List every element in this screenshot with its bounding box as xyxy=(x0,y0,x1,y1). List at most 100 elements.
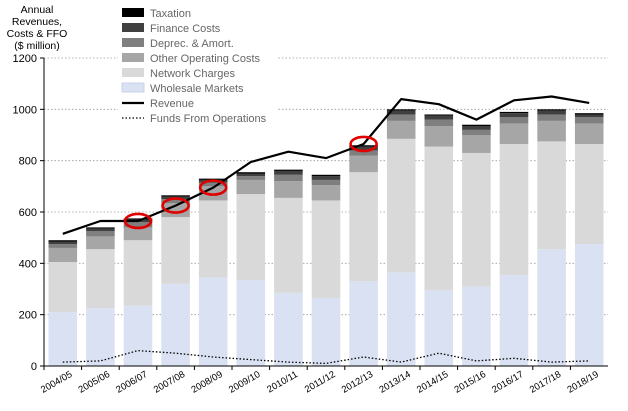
bar-wholesale-markets-2013-14 xyxy=(386,272,416,366)
x-tick-label-2005-06: 2005/06 xyxy=(77,369,112,396)
series-lines xyxy=(62,95,590,365)
legend-background xyxy=(118,4,278,128)
bar-finance-costs-2013-14 xyxy=(386,110,416,115)
y-tick-label-400: 400 xyxy=(19,258,37,270)
bar-taxation-2005-06 xyxy=(86,227,115,229)
bar-taxation-2014-15 xyxy=(424,114,454,116)
bar-taxation-2012-13 xyxy=(349,145,378,147)
bar-other-operating-costs-2013-14 xyxy=(386,120,416,139)
legend-swatch-deprec-amort xyxy=(122,38,144,47)
x-tick-label-2004-05: 2004/05 xyxy=(39,369,74,396)
bar-taxation-2011-12 xyxy=(311,174,341,177)
bar-deprec-amort-2004-05 xyxy=(48,244,78,248)
bar-network-charges-2006-07 xyxy=(123,240,153,306)
bar-finance-costs-2015-16 xyxy=(462,126,491,130)
bar-taxation-2017-18 xyxy=(537,109,566,111)
y-tick-label-800: 800 xyxy=(19,156,37,168)
bar-deprec-amort-2007-08 xyxy=(161,199,190,204)
bar-network-charges-2012-13 xyxy=(349,172,378,282)
y-tick-label-1200: 1200 xyxy=(13,53,37,65)
x-tick-label-2007-08: 2007/08 xyxy=(152,369,187,396)
y-axis-label-line-2: Costs & FFO xyxy=(6,28,68,40)
y-axis-label: Annual Revenues, Costs & FFO ($ million) xyxy=(2,4,72,52)
bar-other-operating-costs-2011-12 xyxy=(311,185,341,201)
bar-finance-costs-2011-12 xyxy=(311,176,341,180)
bar-taxation-2010-11 xyxy=(274,169,303,171)
bar-wholesale-markets-2009-10 xyxy=(236,280,266,366)
bar-network-charges-2004-05 xyxy=(48,262,78,313)
bar-deprec-amort-2012-13 xyxy=(349,150,378,156)
bar-wholesale-markets-2008-09 xyxy=(198,277,228,366)
legend-swatch-network-charges xyxy=(122,68,144,77)
bar-deprec-amort-2018-19 xyxy=(574,117,604,124)
bar-wholesale-markets-2015-16 xyxy=(462,286,491,366)
highlight-2006-07 xyxy=(123,212,153,230)
legend-label-deprec-amort: Deprec. & Amort. xyxy=(150,38,234,50)
legend-label-other-operating-costs: Other Operating Costs xyxy=(150,53,261,65)
bar-network-charges-2016-17 xyxy=(499,143,529,275)
bar-network-charges-2018-19 xyxy=(574,143,604,245)
bar-wholesale-markets-2006-07 xyxy=(123,305,153,366)
bar-network-charges-2009-10 xyxy=(236,194,266,281)
y-tick-label-1000: 1000 xyxy=(13,104,37,116)
x-tick-label-2011-12: 2011/12 xyxy=(303,369,338,395)
legend-label-revenue: Revenue xyxy=(150,98,194,110)
bar-other-operating-costs-2012-13 xyxy=(349,155,378,173)
legend-swatch-wholesale-markets xyxy=(121,82,145,93)
bar-taxation-2016-17 xyxy=(499,111,529,114)
bar-other-operating-costs-2009-10 xyxy=(236,179,266,195)
x-tick-label-2012-13: 2012/13 xyxy=(340,369,375,396)
bar-deprec-amort-2017-18 xyxy=(537,114,566,121)
bar-deprec-amort-2005-06 xyxy=(86,231,115,237)
bar-wholesale-markets-2017-18 xyxy=(537,249,566,366)
bar-wholesale-markets-2005-06 xyxy=(86,308,115,366)
y-axis-label-line-3: ($ million) xyxy=(14,40,60,52)
bar-wholesale-markets-2007-08 xyxy=(161,283,190,366)
bar-taxation-2009-10 xyxy=(236,172,266,174)
bar-deprec-amort-2006-07 xyxy=(123,222,153,228)
bar-network-charges-2008-09 xyxy=(198,200,228,278)
bar-deprec-amort-2015-16 xyxy=(462,129,491,135)
x-tick-label-2006-07: 2006/07 xyxy=(114,369,149,396)
bar-other-operating-costs-2004-05 xyxy=(48,247,78,263)
bar-wholesale-markets-2018-19 xyxy=(574,244,604,366)
x-tick-label-2017-18: 2017/18 xyxy=(528,369,563,396)
bar-taxation-2013-14 xyxy=(386,109,416,111)
bar-wholesale-markets-2011-12 xyxy=(311,297,341,366)
bar-deprec-amort-2008-09 xyxy=(198,182,228,187)
x-tick-label-2008-09: 2008/09 xyxy=(189,369,224,396)
legend-label-wholesale-markets: Wholesale Markets xyxy=(150,83,244,95)
bar-finance-costs-2017-18 xyxy=(537,110,566,115)
bar-wholesale-markets-2004-05 xyxy=(48,312,78,366)
highlight-markers xyxy=(123,135,378,230)
bar-taxation-2008-09 xyxy=(198,178,228,180)
bar-network-charges-2014-15 xyxy=(424,146,454,291)
bar-other-operating-costs-2006-07 xyxy=(123,227,153,241)
bar-finance-costs-2004-05 xyxy=(48,241,78,245)
bar-other-operating-costs-2015-16 xyxy=(462,135,491,153)
legend-label-funds-from-operations: Funds From Operations xyxy=(150,113,267,125)
bar-other-operating-costs-2014-15 xyxy=(424,126,454,147)
bar-deprec-amort-2011-12 xyxy=(311,179,341,186)
bar-deprec-amort-2013-14 xyxy=(386,114,416,121)
bar-finance-costs-2018-19 xyxy=(574,114,604,118)
bar-finance-costs-2005-06 xyxy=(86,228,115,232)
bar-taxation-2018-19 xyxy=(574,113,604,115)
legend-label-network-charges: Network Charges xyxy=(150,68,235,80)
line-revenue xyxy=(62,95,590,235)
bar-finance-costs-2012-13 xyxy=(349,146,378,151)
highlight-2007-08 xyxy=(161,197,190,214)
legend-swatch-other-operating-costs xyxy=(122,53,144,62)
legend-swatch-taxation xyxy=(122,8,144,17)
x-tick-label-2018-19: 2018/19 xyxy=(565,369,600,396)
highlight-2008-09 xyxy=(198,179,228,196)
bar-other-operating-costs-2005-06 xyxy=(86,236,115,250)
bar-stacks xyxy=(48,109,604,366)
bar-taxation-2015-16 xyxy=(462,124,491,127)
y-tick-label-200: 200 xyxy=(19,310,37,322)
y-tick-label-600: 600 xyxy=(19,207,37,219)
bar-wholesale-markets-2014-15 xyxy=(424,290,454,366)
bar-network-charges-2013-14 xyxy=(386,138,416,273)
bar-finance-costs-2016-17 xyxy=(499,113,529,118)
